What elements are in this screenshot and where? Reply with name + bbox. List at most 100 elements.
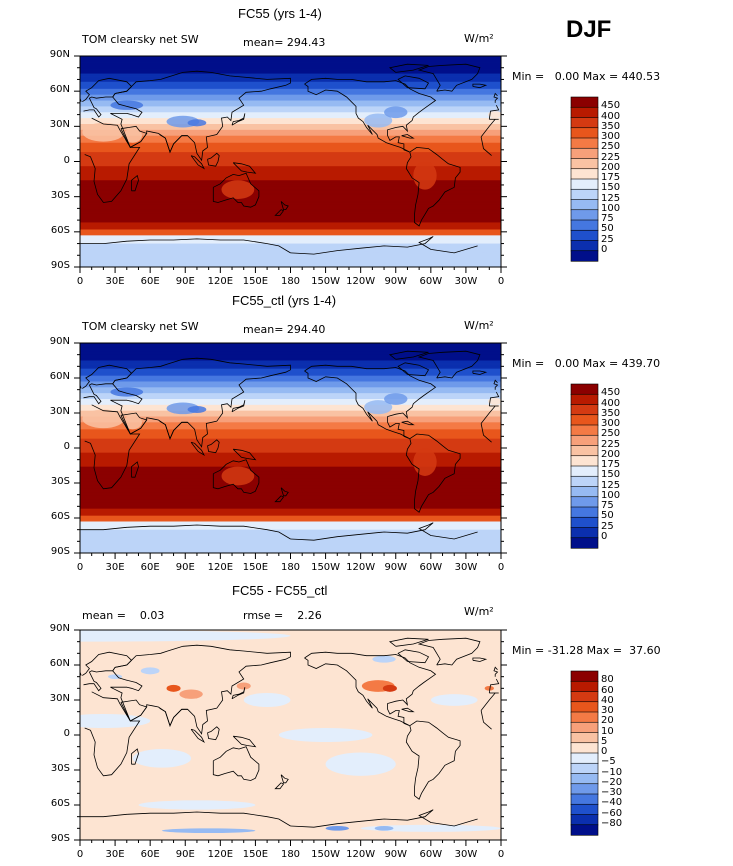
y-tick-label: 60S	[50, 224, 70, 236]
coastline-madagascar	[131, 174, 139, 192]
coastline-uk	[493, 666, 499, 677]
coastline-antarctica	[80, 811, 291, 827]
coastline-africa	[84, 691, 141, 777]
coastline-uk	[493, 379, 499, 390]
x-tick-label: 60E	[140, 276, 160, 287]
colorbar-label: 350	[601, 407, 621, 419]
panel-3-minmax: Min = -31.28 Max = 37.60	[512, 644, 661, 657]
x-tick-label: 120W	[346, 562, 376, 573]
colorbar-label: −5	[601, 756, 616, 768]
colorbar-swatch	[570, 752, 599, 764]
x-tick-label: 120E	[207, 849, 234, 860]
colorbar-swatch	[570, 414, 599, 426]
panel-3-title: FC55 - FC55_ctl	[232, 583, 328, 598]
colorbar-swatch	[570, 188, 599, 201]
coastline-sumatra	[190, 155, 205, 170]
coastline-india	[159, 420, 188, 440]
colorbar-label: 100	[601, 489, 621, 501]
colorbar-swatch	[570, 424, 599, 436]
colorbar-label: 5	[601, 735, 608, 747]
coastline-iceland	[472, 657, 488, 662]
coastline-india	[159, 134, 188, 154]
coastline-newzealand	[280, 774, 289, 784]
colorbar-label: 75	[601, 500, 614, 511]
coastline-cuba	[401, 707, 415, 713]
coastline-sumatra	[190, 441, 205, 457]
colorbar-swatch	[570, 393, 599, 406]
x-tick-label: 30W	[454, 562, 478, 573]
coastline-africa	[480, 136, 492, 156]
y-tick-label: 30S	[50, 189, 70, 201]
x-tick-label: 60E	[140, 849, 160, 860]
coastline-ellesmere	[388, 63, 429, 73]
colorbar-swatch	[570, 465, 599, 477]
colorbar-swatch	[570, 106, 599, 119]
y-tick-label: 30S	[50, 763, 70, 774]
colorbar-swatch	[570, 445, 599, 457]
colorbar-label: 10	[601, 725, 614, 737]
colorbar-label: 25	[601, 520, 614, 532]
x-tick-label: 90E	[175, 849, 195, 860]
panel-1-field-label: TOM clearsky net SW	[82, 33, 199, 46]
y-tick-label: 90S	[50, 260, 70, 271]
coastline-newguinea	[232, 162, 257, 174]
x-tick-label: 60W	[419, 849, 443, 860]
colorbar-swatch	[570, 680, 599, 693]
colorbar-swatch	[570, 496, 599, 508]
colorbar-label: 225	[601, 151, 621, 163]
colorbar-label: 175	[601, 459, 621, 470]
coastline-antarctica	[80, 524, 291, 540]
colorbar-label: −40	[601, 797, 623, 809]
x-tick-label: 60E	[140, 562, 160, 573]
coastline-newzealand	[280, 487, 289, 497]
colorbar-label: 200	[601, 448, 621, 460]
x-tick-label: 150W	[311, 562, 341, 573]
x-tick-label: 150E	[242, 562, 269, 573]
coastline-sumatra	[190, 728, 205, 744]
colorbar-label: 100	[601, 202, 621, 214]
colorbar-swatch	[570, 199, 599, 211]
colorbar-swatch	[570, 434, 599, 447]
coastline-japan	[231, 113, 246, 126]
season-label: DJF	[566, 16, 612, 43]
coastline-india	[159, 707, 188, 727]
colorbar-label: 0	[601, 243, 608, 255]
colorbar-label: 200	[601, 161, 621, 173]
coastline-nz2	[274, 495, 285, 503]
colorbar-swatch	[570, 824, 599, 836]
colorbar-swatch	[570, 383, 599, 395]
colorbar-3	[570, 670, 599, 836]
colorbar-swatch	[570, 537, 599, 549]
x-tick-label: 90W	[384, 849, 408, 860]
colorbar-swatch	[570, 250, 599, 262]
x-tick-label: 0	[497, 562, 505, 573]
coastline-newguinea	[232, 448, 257, 461]
colorbar-swatch	[570, 168, 599, 180]
colorbar-swatch	[570, 773, 599, 785]
coastline-samerica	[405, 720, 461, 800]
coastline-arabia	[120, 125, 148, 148]
colorbar-swatch	[570, 219, 599, 231]
colorbar-swatch	[570, 814, 599, 826]
y-tick-label: 30N	[49, 693, 70, 704]
field-shading	[80, 343, 501, 553]
coastline-nz2	[274, 782, 285, 790]
colorbar-label: 150	[601, 182, 621, 194]
x-tick-label: 30E	[105, 276, 125, 287]
x-tick-label: 150W	[311, 849, 341, 860]
y-tick-label: 90N	[49, 623, 70, 634]
colorbar-label: 400	[601, 397, 621, 409]
coastline-borneo	[207, 439, 220, 454]
colorbar-swatch	[570, 732, 599, 744]
panel-1-minmax: Min = 0.00 Max = 440.53	[512, 70, 661, 83]
coastline-newzealand	[280, 201, 289, 210]
colorbar-label: 450	[601, 387, 621, 399]
coastline-borneo	[207, 152, 220, 167]
colorbar-label: 40	[601, 694, 614, 706]
colorbar-swatch	[570, 240, 599, 252]
colorbar-label: 450	[601, 100, 621, 112]
x-tick-label: 180	[280, 562, 301, 573]
x-tick-label: 30E	[105, 562, 125, 573]
colorbar-swatch	[570, 147, 599, 160]
colorbar-swatch	[570, 803, 599, 816]
